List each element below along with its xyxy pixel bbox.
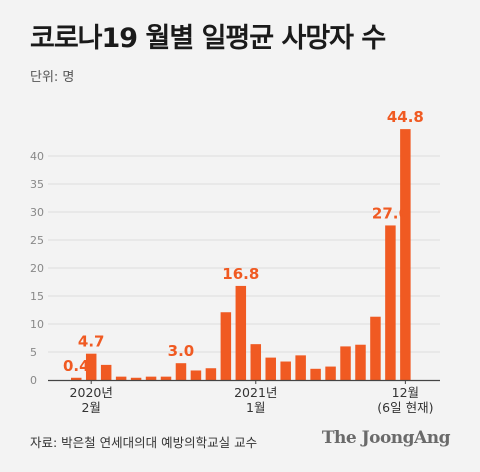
- bar: [85, 353, 97, 380]
- bar-chart: 0 5 10 15 20 25 30 35 40 0.4 4.7 3.0 16.8 27.6 44.8 2…: [30, 108, 440, 415]
- bars: [71, 129, 411, 380]
- y-tick-label: 35: [30, 178, 44, 191]
- bar: [295, 355, 306, 380]
- y-tick-label: 40: [30, 150, 44, 163]
- y-axis-ticks: 0 5 10 15 20 25 30 35 40: [30, 150, 44, 387]
- bar: [160, 376, 172, 380]
- value-label: 16.8: [222, 265, 259, 283]
- y-tick-label: 25: [30, 234, 44, 247]
- bar: [340, 346, 351, 380]
- value-labels: 0.4 4.7 3.0 16.8 27.6 44.8: [63, 108, 424, 375]
- bar: [175, 363, 187, 380]
- y-tick-label: 15: [30, 290, 44, 303]
- bar: [280, 361, 291, 380]
- x-tick-label: (6일 현재): [377, 400, 433, 415]
- bar: [190, 370, 202, 380]
- bar: [220, 312, 232, 380]
- value-label: 0.4: [63, 357, 90, 375]
- bar: [205, 368, 217, 380]
- bar: [355, 344, 366, 380]
- value-label: 4.7: [78, 333, 105, 351]
- source-note: 자료: 박은철 연세대의대 예방의학교실 교수: [30, 435, 258, 450]
- y-tick-label: 30: [30, 206, 44, 219]
- bar: [71, 377, 82, 380]
- bar: [385, 225, 396, 380]
- y-tick-label: 0: [30, 374, 37, 387]
- publisher-logo: The JoongAng: [321, 428, 451, 448]
- bar: [400, 129, 411, 380]
- x-tick-label: 2월: [81, 400, 100, 415]
- x-tick-label: 1월: [246, 400, 265, 415]
- value-label: 3.0: [168, 342, 195, 360]
- x-tick-label: 2020년: [70, 385, 113, 400]
- bar: [310, 368, 321, 380]
- bar: [145, 376, 157, 380]
- value-label: 27.6: [372, 204, 409, 222]
- bar: [370, 316, 381, 380]
- bar: [250, 344, 262, 380]
- unit-label: 단위: 명: [30, 70, 75, 85]
- y-tick-label: 10: [30, 318, 44, 331]
- bar: [265, 357, 276, 380]
- x-tick-label: 12월: [392, 385, 419, 400]
- bar: [100, 364, 112, 380]
- bar: [325, 366, 336, 380]
- bar: [235, 285, 247, 380]
- y-tick-label: 5: [30, 346, 37, 359]
- bar: [130, 377, 142, 380]
- bar: [115, 376, 127, 380]
- y-tick-label: 20: [30, 262, 44, 275]
- chart-title: 코로나19 월별 일평균 사망자 수: [30, 23, 386, 54]
- x-tick-label: 2021년: [234, 385, 277, 400]
- value-label: 44.8: [387, 108, 424, 126]
